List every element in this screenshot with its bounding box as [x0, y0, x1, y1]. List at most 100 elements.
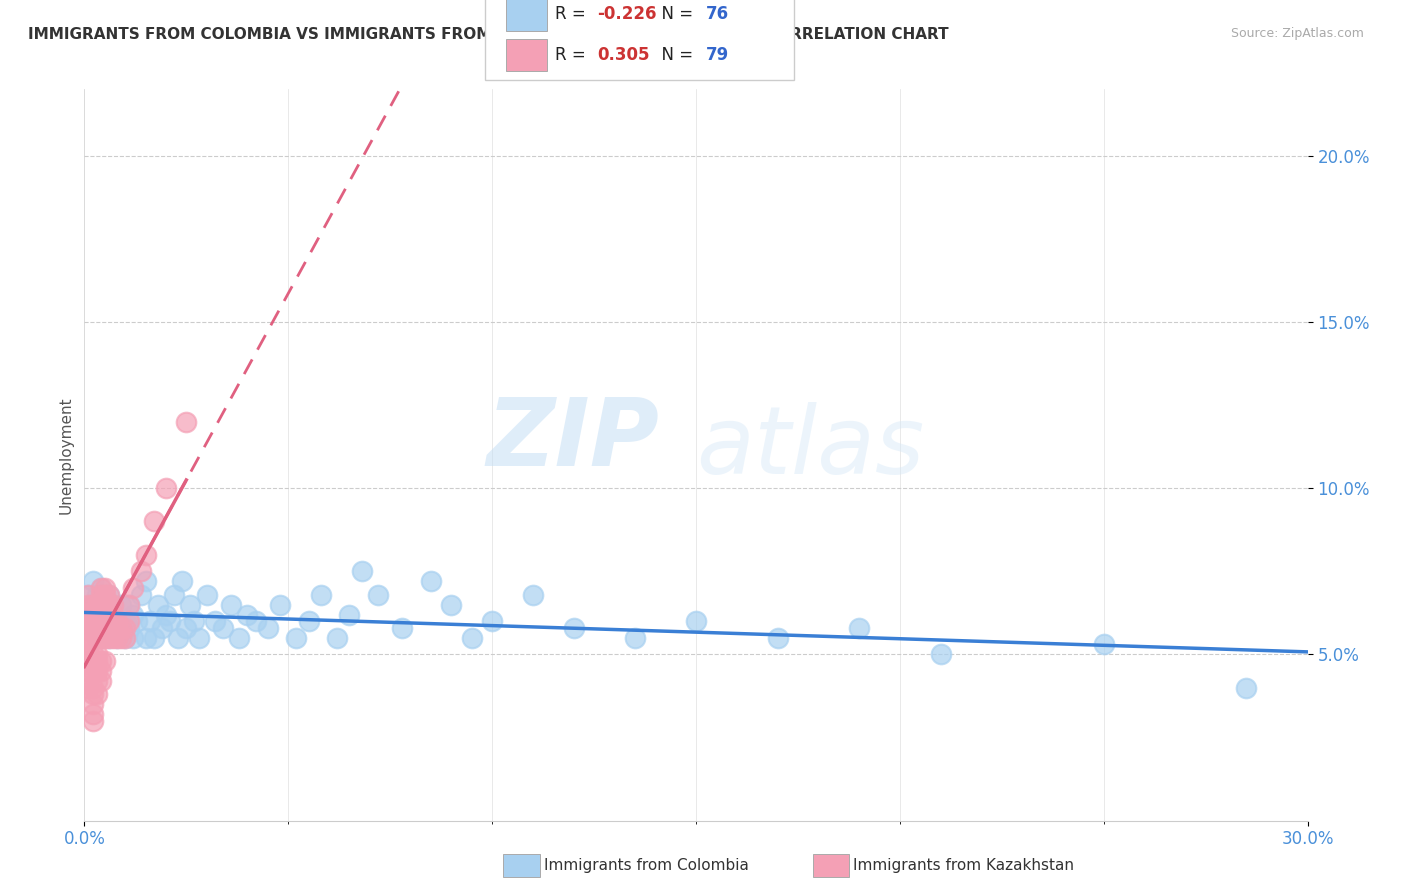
Point: [685, 614, 707, 628]
Point: [142, 631, 165, 645]
Point: [90, 607, 112, 622]
Point: [82, 654, 104, 668]
Point: [350, 564, 373, 578]
Point: [1092, 637, 1115, 651]
Point: [86, 664, 108, 678]
Point: [93, 614, 115, 628]
Text: N =: N =: [651, 5, 699, 23]
Point: [86, 621, 108, 635]
Text: 76: 76: [706, 5, 728, 23]
Point: [118, 621, 141, 635]
Point: [90, 588, 112, 602]
Point: [86, 673, 108, 688]
Point: [90, 664, 112, 678]
Point: [212, 621, 235, 635]
Point: [142, 515, 165, 529]
Point: [77, 654, 100, 668]
Point: [86, 614, 108, 628]
Point: [135, 631, 157, 645]
Point: [77, 664, 100, 678]
Point: [848, 621, 870, 635]
Point: [90, 614, 112, 628]
Point: [122, 607, 145, 622]
Point: [90, 581, 112, 595]
Point: [77, 607, 100, 622]
Point: [138, 614, 160, 628]
Point: [114, 614, 136, 628]
Point: [82, 607, 104, 622]
Text: -0.226: -0.226: [598, 5, 657, 23]
Point: [93, 598, 115, 612]
Point: [82, 664, 104, 678]
Point: [93, 621, 115, 635]
Point: [101, 614, 124, 628]
Point: [82, 707, 104, 722]
Point: [172, 574, 194, 589]
Point: [86, 588, 108, 602]
Point: [82, 648, 104, 662]
Point: [97, 631, 120, 645]
Point: [110, 621, 132, 635]
Point: [135, 574, 157, 589]
Point: [93, 631, 115, 645]
Point: [146, 598, 169, 612]
Point: [90, 673, 112, 688]
Point: [929, 648, 952, 662]
Point: [77, 607, 100, 622]
Point: [269, 598, 291, 612]
Point: [174, 415, 197, 429]
Point: [90, 607, 112, 622]
Point: [86, 631, 108, 645]
Point: [82, 631, 104, 645]
Point: [101, 598, 124, 612]
Point: [122, 631, 145, 645]
Point: [86, 654, 108, 668]
Point: [522, 588, 544, 602]
Point: [236, 607, 259, 622]
Text: R =: R =: [555, 45, 592, 63]
Point: [309, 588, 332, 602]
Point: [82, 574, 104, 589]
Point: [77, 673, 100, 688]
Y-axis label: Unemployment: Unemployment: [58, 396, 73, 514]
Point: [131, 564, 153, 578]
Point: [93, 598, 115, 612]
Point: [167, 631, 190, 645]
Point: [82, 621, 104, 635]
Point: [105, 631, 128, 645]
Point: [97, 588, 120, 602]
Point: [183, 614, 205, 628]
Point: [105, 621, 128, 635]
Point: [82, 698, 104, 712]
Point: [131, 588, 153, 602]
Point: [245, 614, 267, 628]
Point: [93, 654, 115, 668]
Point: [86, 614, 108, 628]
Point: [90, 621, 112, 635]
Point: [77, 621, 100, 635]
Text: 0.305: 0.305: [598, 45, 650, 63]
Point: [93, 614, 115, 628]
Point: [93, 581, 115, 595]
Point: [1236, 681, 1258, 695]
Point: [562, 621, 585, 635]
Point: [110, 598, 132, 612]
Text: ZIP: ZIP: [486, 394, 659, 486]
Point: [101, 621, 124, 635]
Point: [77, 588, 100, 602]
Point: [90, 631, 112, 645]
Text: atlas: atlas: [696, 402, 924, 493]
Point: [150, 621, 173, 635]
Point: [461, 631, 484, 645]
Point: [766, 631, 789, 645]
Point: [163, 588, 186, 602]
Point: [90, 654, 112, 668]
Point: [155, 607, 177, 622]
Point: [77, 648, 100, 662]
Point: [82, 598, 104, 612]
Point: [77, 588, 100, 602]
Point: [110, 621, 132, 635]
Point: [114, 631, 136, 645]
Point: [97, 631, 120, 645]
Point: [135, 548, 157, 562]
